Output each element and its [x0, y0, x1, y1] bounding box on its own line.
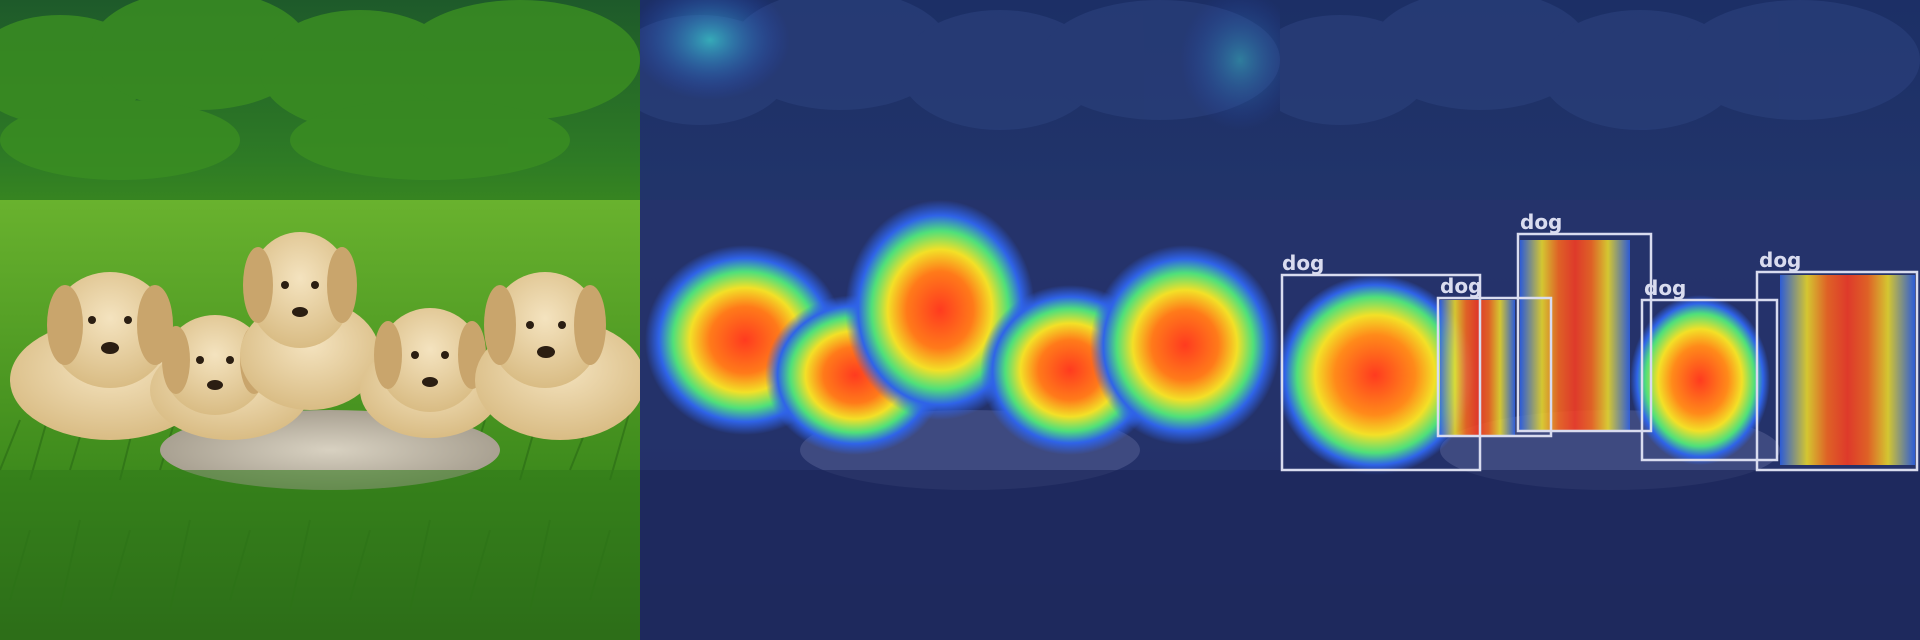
- puppy-3: [240, 232, 380, 410]
- original-image-panel: [0, 0, 640, 640]
- bbox-label-3: dog: [1520, 210, 1562, 234]
- bounding-boxes: [1280, 232, 1919, 472]
- bbox-label-5: dog: [1759, 248, 1801, 272]
- original-image: [0, 0, 640, 640]
- puppy-5: [475, 272, 640, 440]
- bbox-dog-1: [1280, 273, 1482, 472]
- attention-heatmap-panel: [640, 0, 1280, 640]
- bbox-dog-4: [1640, 298, 1779, 462]
- bbox-dog-2: [1436, 296, 1553, 438]
- bbox-label-1: dog: [1282, 251, 1324, 275]
- puppy-4: [360, 308, 500, 438]
- detections-panel: dog dog dog dog dog: [1280, 0, 1920, 640]
- detections-image: dog dog dog dog dog: [1280, 0, 1920, 640]
- heat-spot-5: [1090, 245, 1280, 445]
- box-heat-fills: [1280, 240, 1915, 475]
- bbox-dog-3: [1516, 232, 1653, 433]
- bbox-labels: dog dog dog dog dog: [1282, 210, 1801, 300]
- heat-blob-topright: [1180, 0, 1280, 130]
- heat-blob-topleft: [640, 0, 790, 100]
- bbox-dog-5: [1755, 270, 1919, 472]
- tree-foliage: [0, 0, 640, 180]
- attention-heatmap: [640, 0, 1280, 640]
- bbox-label-2: dog: [1440, 274, 1482, 298]
- heat-spots: [645, 200, 1280, 455]
- bbox-label-4: dog: [1644, 276, 1686, 300]
